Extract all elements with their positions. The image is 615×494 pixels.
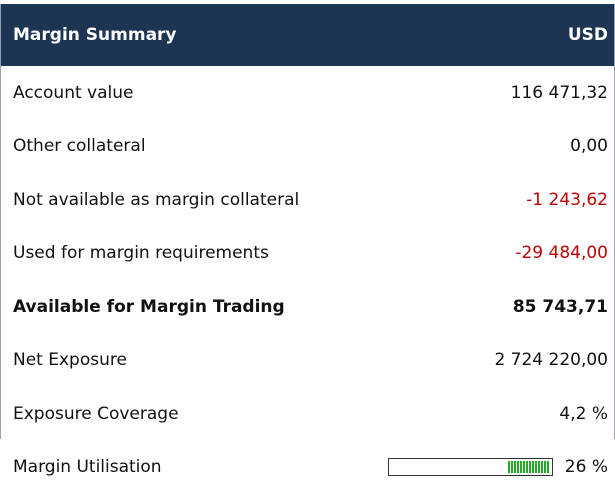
utilisation-label: 26 % [565, 457, 608, 477]
row-label: Net Exposure [13, 350, 127, 370]
row: Exposure Coverage 4,2 % [1, 387, 614, 441]
gauge-fill [508, 461, 549, 473]
row-value: -1 243,62 [526, 190, 608, 210]
row-value: 116 471,32 [511, 83, 608, 103]
utilisation-row: Margin Utilisation 26 % [1, 441, 614, 494]
row: Available for Margin Trading 85 743,71 [1, 280, 614, 334]
row-label: Not available as margin collateral [13, 190, 299, 210]
row: Net Exposure 2 724 220,00 [1, 334, 614, 388]
row-value: 85 743,71 [513, 297, 608, 317]
margin-summary: Margin Summary USD Account value 116 471,… [0, 4, 615, 439]
row-label: Margin Utilisation [13, 457, 162, 477]
row: Other collateral 0,00 [1, 120, 614, 174]
row-value: 4,2 % [559, 404, 608, 424]
page: Margin Summary USD Account value 116 471,… [0, 0, 615, 439]
row: Not available as margin collateral -1 243… [1, 173, 614, 227]
row-label: Account value [13, 83, 133, 103]
row-value: -29 484,00 [515, 243, 608, 263]
currency: USD [568, 25, 608, 45]
row-value: 2 724 220,00 [494, 350, 608, 370]
row: Used for margin requirements -29 484,00 [1, 227, 614, 281]
row: Account value 116 471,32 [1, 66, 614, 120]
header: Margin Summary USD [1, 4, 614, 66]
row-value: 0,00 [570, 136, 608, 156]
gauge [388, 458, 553, 476]
row-label: Exposure Coverage [13, 404, 179, 424]
utilisation-value: 26 % [388, 457, 608, 477]
row-label: Available for Margin Trading [13, 297, 285, 317]
title: Margin Summary [13, 25, 177, 45]
row-label: Used for margin requirements [13, 243, 269, 263]
row-label: Other collateral [13, 136, 146, 156]
rows: Account value 116 471,32 Other collateral 0… [1, 66, 614, 441]
